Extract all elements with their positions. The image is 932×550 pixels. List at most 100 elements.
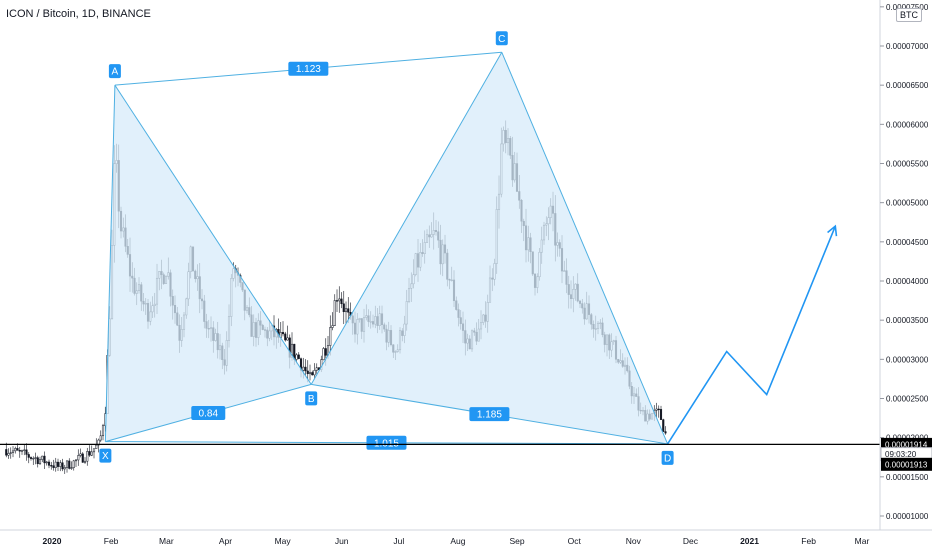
- point-label-text: D: [664, 453, 671, 464]
- candle-body: [77, 455, 80, 461]
- price-tick-label: 0.00005000: [886, 199, 929, 208]
- price-badge-text: 0.00001914: [885, 440, 928, 449]
- candle-body: [655, 408, 658, 411]
- price-badge-text: 09:03:20: [885, 450, 917, 459]
- point-label-box[interactable]: [305, 391, 318, 406]
- pattern-triangle-bcd: [311, 52, 668, 444]
- candle-body: [297, 354, 300, 359]
- pattern-leg-xa[interactable]: [104, 85, 116, 442]
- candle-body: [83, 460, 87, 463]
- point-label-box[interactable]: [661, 450, 674, 465]
- candle-body: [81, 453, 84, 463]
- candle-body: [68, 460, 71, 469]
- candle-body: [70, 467, 73, 469]
- candle-body: [322, 348, 325, 361]
- ratio-label-text: 0.84: [199, 408, 219, 419]
- price-tick-label: 0.00003500: [886, 316, 929, 325]
- time-tick-label: Nov: [626, 536, 642, 546]
- currency-badge[interactable]: BTC: [896, 8, 922, 22]
- ratio-label-text: 1.015: [374, 438, 399, 449]
- point-label-text: X: [102, 451, 109, 462]
- candle-body: [95, 444, 98, 449]
- ratio-label-box[interactable]: [469, 407, 510, 422]
- price-tick-label: 0.00006000: [886, 120, 929, 129]
- price-badge-text: 0.00001913: [885, 460, 928, 469]
- candle-body: [329, 327, 332, 346]
- time-tick-label: 2020: [43, 536, 62, 546]
- harmonic-pattern[interactable]: 1.123 0.84 1.185 1.015 X A B C D: [99, 31, 674, 465]
- candle-body: [304, 366, 307, 372]
- time-tick-label: Jun: [335, 536, 349, 546]
- candle-body: [97, 439, 100, 446]
- time-tick-label: Feb: [801, 536, 816, 546]
- time-tick-label: Jul: [393, 536, 404, 546]
- candle-body: [315, 367, 318, 371]
- candle-body: [61, 462, 64, 470]
- point-label-text: C: [498, 34, 505, 45]
- candle-body: [59, 462, 62, 467]
- candle-body: [335, 300, 339, 302]
- candle-body: [72, 460, 75, 468]
- projection-line[interactable]: [666, 225, 837, 445]
- candle-body: [324, 348, 327, 356]
- time-tick-label: Feb: [104, 536, 119, 546]
- pattern-triangle-xab: [105, 85, 312, 442]
- price-tick-label: 0.00003000: [886, 355, 929, 364]
- candle-body: [664, 431, 667, 434]
- projection-arrowhead: [827, 224, 838, 237]
- candle-body: [50, 465, 53, 467]
- ratio-label-box[interactable]: [366, 435, 407, 450]
- candle-body: [5, 449, 8, 456]
- candle-body: [32, 458, 35, 460]
- candle-body: [34, 457, 37, 459]
- projection-path[interactable]: [666, 224, 838, 445]
- price-tick-label: 0.00001500: [886, 473, 929, 482]
- candle-body: [9, 452, 12, 454]
- candle-body: [92, 448, 96, 453]
- candle-body: [281, 332, 285, 335]
- candle-body: [659, 409, 663, 420]
- time-axis[interactable]: 2020 Feb Mar Apr May Jun Jul Aug Sep Oct Nov Dec 202…: [0, 529, 932, 546]
- pattern-leg-ab[interactable]: [114, 84, 312, 385]
- ratio-label-text: 1.123: [296, 64, 321, 75]
- candle-body: [313, 370, 316, 376]
- candle-body: [308, 372, 312, 375]
- price-tick-label: 0.00007000: [886, 42, 929, 51]
- point-label-box[interactable]: [495, 31, 508, 46]
- candle-body: [20, 450, 24, 452]
- ratio-label-box[interactable]: [191, 405, 226, 420]
- candle-body: [43, 455, 46, 464]
- candle-body: [302, 366, 305, 371]
- price-badge-box: [881, 457, 932, 471]
- point-label-box[interactable]: [108, 64, 121, 79]
- time-tick-label: May: [275, 536, 292, 546]
- candle-body: [23, 449, 26, 451]
- candle-body: [7, 453, 10, 456]
- point-label-text: B: [308, 394, 315, 405]
- time-tick-label: Sep: [509, 536, 524, 546]
- point-label-box[interactable]: [99, 448, 112, 463]
- time-tick-label: Mar: [159, 536, 174, 546]
- candle-body: [36, 457, 39, 465]
- candle-body: [662, 419, 665, 432]
- pattern-leg-cd[interactable]: [501, 52, 669, 445]
- candle-body: [65, 460, 69, 468]
- time-tick-label: 2021: [740, 536, 759, 546]
- price-axis[interactable]: 0.000010000.000015000.000020000.00002500…: [879, 0, 932, 530]
- candle-body: [311, 372, 314, 376]
- candle-body: [41, 455, 44, 460]
- ratio-label-box[interactable]: [288, 61, 329, 76]
- candle-body: [90, 451, 93, 456]
- candle-body: [344, 308, 348, 313]
- time-tick-label: Aug: [450, 536, 465, 546]
- candle-body: [56, 461, 60, 467]
- time-tick-label: Oct: [568, 536, 582, 546]
- price-tick-label: 0.00004500: [886, 238, 929, 247]
- candle-body: [286, 337, 289, 341]
- candle-body: [340, 298, 343, 305]
- pattern-leg-bc[interactable]: [310, 52, 503, 385]
- ratio-label-text: 1.185: [477, 410, 502, 421]
- candle-body: [45, 461, 48, 464]
- candle-body: [306, 370, 309, 375]
